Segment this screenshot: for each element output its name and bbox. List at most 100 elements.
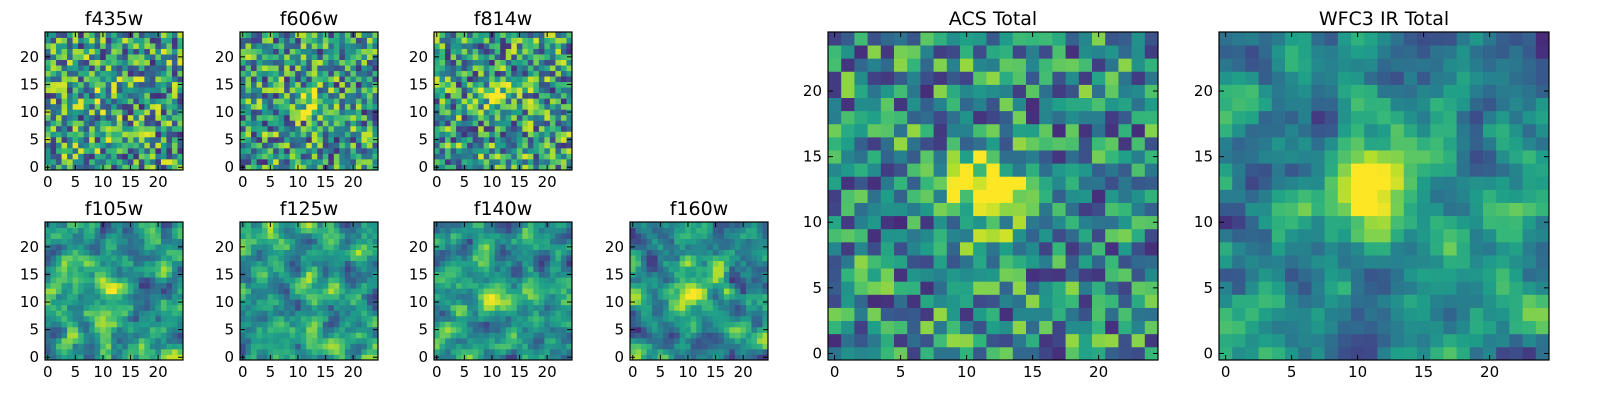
heatmap-cell <box>78 164 85 171</box>
heatmap-cell <box>467 81 474 88</box>
heatmap-cell <box>333 354 340 361</box>
heatmap-cell <box>999 346 1014 361</box>
heatmap-cell <box>149 65 156 72</box>
heatmap-cell <box>45 348 51 355</box>
heatmap-cell <box>880 228 895 243</box>
heatmap-cell <box>311 120 318 127</box>
heatmap-cell <box>630 337 636 344</box>
heatmap-cell <box>311 81 318 88</box>
heatmap-cell <box>527 65 534 72</box>
heatmap-cell <box>685 326 692 333</box>
heatmap-cell <box>83 81 90 88</box>
heatmap-cell <box>366 255 373 262</box>
heatmap-cell <box>133 125 140 132</box>
heatmap-cell <box>166 315 173 322</box>
heatmap-cell <box>489 43 496 49</box>
heatmap-cell <box>372 65 379 72</box>
heatmap-cell <box>289 153 296 160</box>
heatmap-cell <box>467 238 474 245</box>
heatmap-cell <box>160 153 167 160</box>
heatmap-cell <box>83 158 90 165</box>
heatmap-cell <box>494 109 501 116</box>
heatmap-cell <box>333 65 340 72</box>
heatmap-cell <box>56 142 62 149</box>
heatmap-cell <box>177 337 184 344</box>
heatmap-cell <box>729 238 736 245</box>
heatmap-cell <box>641 277 647 284</box>
heatmap-cell <box>494 233 501 239</box>
heatmap-cell <box>245 255 252 262</box>
heatmap-cell <box>718 244 725 250</box>
heatmap-cell <box>111 310 118 317</box>
heatmap-cell <box>94 354 101 361</box>
y-tick-label: 5 <box>418 321 428 339</box>
heatmap-cell <box>160 147 167 154</box>
heatmap-cell <box>50 43 57 49</box>
heatmap-cell <box>295 76 302 83</box>
heatmap-cell <box>78 92 85 99</box>
heatmap-cell <box>679 299 686 306</box>
heatmap-cell <box>489 326 496 333</box>
heatmap-cell <box>494 120 501 127</box>
heatmap-cell <box>328 65 335 72</box>
heatmap-cell <box>160 233 167 239</box>
heatmap-cell <box>83 227 90 234</box>
heatmap-cell <box>483 164 490 171</box>
heatmap-cell <box>273 114 280 121</box>
heatmap-cell <box>127 277 134 284</box>
heatmap-cell <box>522 136 529 143</box>
heatmap-cell <box>544 348 551 355</box>
heatmap-cell <box>149 32 156 38</box>
heatmap-cell <box>144 310 151 317</box>
heatmap-cell <box>762 310 769 317</box>
axes-frame <box>44 31 184 171</box>
heatmap-cell <box>138 233 145 239</box>
heatmap-cell <box>445 109 451 116</box>
heatmap-cell <box>566 343 573 350</box>
heatmap-cell <box>1118 176 1132 190</box>
heatmap-cell <box>434 43 440 49</box>
heatmap-cell <box>756 315 763 322</box>
heatmap-cell <box>372 282 379 289</box>
heatmap-cell <box>322 158 329 165</box>
heatmap-cell <box>350 70 357 77</box>
heatmap-cell <box>566 76 573 83</box>
heatmap-cell <box>516 125 523 132</box>
heatmap-cell <box>127 114 134 121</box>
heatmap-cell <box>105 158 112 165</box>
heatmap-cell <box>668 354 675 361</box>
heatmap-cell <box>267 147 274 154</box>
heatmap-cell <box>295 255 302 262</box>
heatmap-cell <box>105 109 112 116</box>
heatmap-cell <box>317 343 324 350</box>
heatmap-cell <box>306 158 313 165</box>
heatmap-cell <box>445 343 451 350</box>
heatmap-cell <box>828 150 842 164</box>
heatmap-cell <box>538 32 545 38</box>
heatmap-cell <box>1144 202 1159 217</box>
heatmap-cell <box>67 266 73 273</box>
heatmap-cell <box>251 92 257 99</box>
heatmap-cell <box>105 282 112 289</box>
heatmap-cell <box>527 337 534 344</box>
heatmap-cell <box>1092 228 1106 243</box>
heatmap-cell <box>278 120 285 127</box>
heatmap-cell <box>566 233 573 239</box>
heatmap-cell <box>100 87 107 94</box>
heatmap-cell <box>89 114 96 121</box>
heatmap-cell <box>245 98 252 105</box>
heatmap-cell <box>734 354 741 361</box>
heatmap-cell <box>500 76 507 83</box>
heatmap-cell <box>256 277 263 284</box>
heatmap-cell <box>78 142 85 149</box>
heatmap-cell <box>483 158 490 165</box>
heatmap-cell <box>522 81 529 88</box>
heatmap-cell <box>478 288 485 295</box>
heatmap-cell <box>723 222 730 228</box>
heatmap-cell <box>527 238 534 245</box>
heatmap-cell <box>641 244 647 250</box>
heatmap-cell <box>100 43 107 49</box>
heatmap-cell <box>245 109 252 116</box>
heatmap-cell <box>734 304 741 311</box>
